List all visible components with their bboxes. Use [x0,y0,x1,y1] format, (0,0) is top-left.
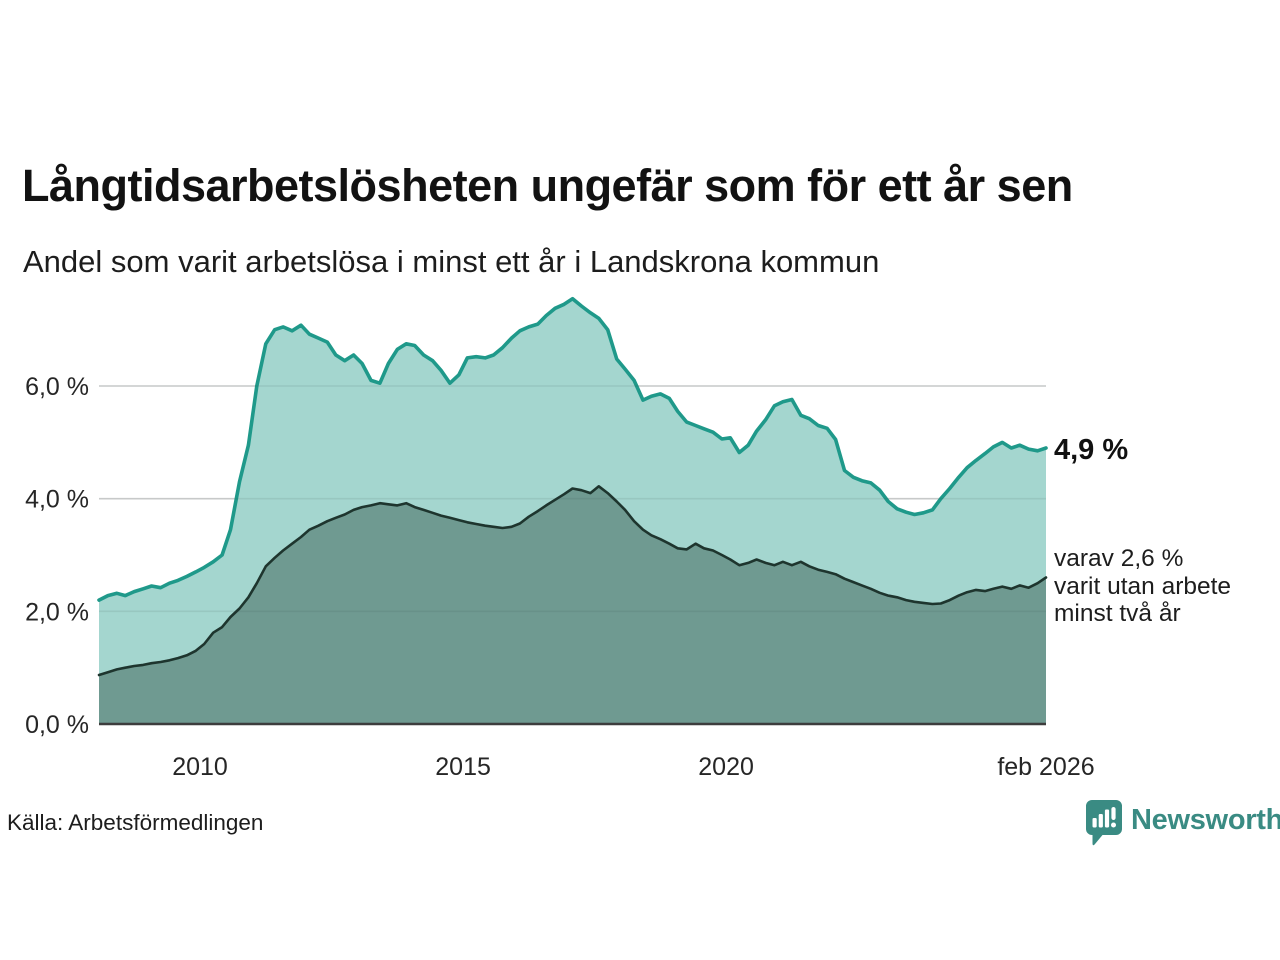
newsworthy-logo: Newsworthy [1086,800,1280,846]
x-axis-tick-label: 2020 [698,753,754,781]
end-value-label-two-years: varav 2,6 % varit utan arbete minst två … [1054,545,1232,627]
chart-subtitle: Andel som varit arbetslösa i minst ett å… [23,244,880,279]
newsworthy-logo-text: Newsworthy [1131,803,1280,836]
y-axis-tick-label: 4,0 % [25,486,89,514]
x-axis-tick-label: 2010 [172,753,228,781]
y-axis-tick-label: 0,0 % [25,711,89,739]
two-years-area [99,486,1046,724]
logo-exclamation-stem [1111,807,1116,820]
source-credit: Källa: Arbetsförmedlingen [7,810,264,835]
logo-bar-short [1092,818,1097,828]
logo-bar-medium [1098,814,1103,828]
x-axis-tick-label: feb 2026 [997,753,1094,781]
x-axis-tick-label: 2015 [435,753,491,781]
y-axis-tick-label: 2,0 % [25,598,89,626]
logo-exclamation-dot [1111,822,1116,828]
newsworthy-logo-icon [1086,800,1122,846]
one-year-line [97,296,1048,602]
y-axis-tick-label: 6,0 % [25,373,89,401]
page-title: Långtidsarbetslösheten ungefär som för e… [22,160,1073,212]
logo-bar-tall [1104,809,1110,828]
end-value-label-one-year: 4,9 % [1054,434,1129,466]
two-years-line [97,485,1048,677]
